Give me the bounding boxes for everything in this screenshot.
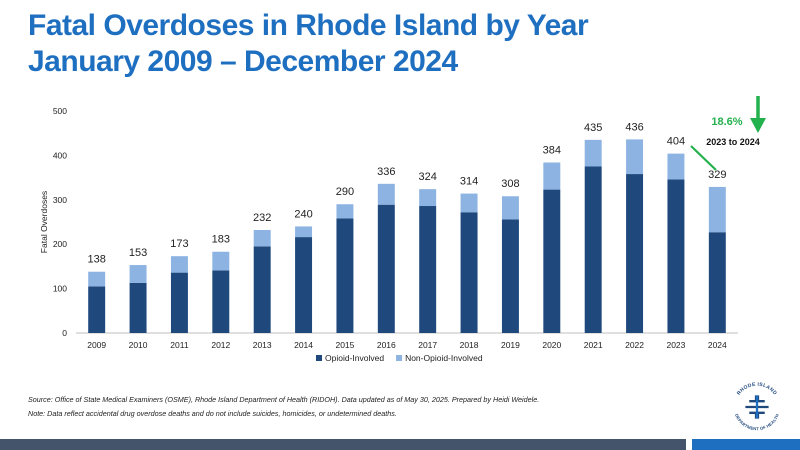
bar-total-label: 290 (336, 186, 354, 198)
y-tick-label: 400 (53, 150, 67, 160)
x-tick-label: 2014 (294, 340, 313, 350)
x-tick-label: 2016 (377, 340, 396, 350)
bar-non-opioid (667, 153, 685, 180)
x-tick-label: 2011 (170, 340, 189, 350)
legend-swatch (316, 355, 322, 361)
bar-non-opioid (377, 183, 395, 205)
bar-non-opioid (708, 186, 726, 233)
y-tick-label: 500 (53, 106, 67, 116)
bar-opioid (460, 212, 478, 333)
bar-total-label: 183 (212, 234, 230, 246)
legend-label: Opioid-Involved (325, 353, 384, 363)
bar-total-label: 324 (419, 171, 437, 183)
bar-total-label: 240 (294, 208, 312, 220)
x-tick-label: 2021 (584, 340, 603, 350)
y-tick-label: 200 (53, 239, 67, 249)
bar-total-label: 153 (129, 247, 147, 259)
bar-non-opioid (460, 193, 478, 213)
bar-non-opioid (584, 139, 602, 167)
logo-top-text: RHODE ISLAND (736, 382, 778, 397)
ridoh-logo: RHODE ISLAND DEPARTMENT OF HEALTH (734, 382, 780, 432)
bar-non-opioid (253, 229, 271, 247)
bar-opioid (543, 189, 561, 333)
x-tick-label: 2019 (501, 340, 520, 350)
x-tick-label: 2017 (418, 340, 437, 350)
legend-label: Non-Opioid-Involved (405, 353, 483, 363)
bar-total-label: 314 (460, 176, 478, 188)
data-note: Note: Data reflect accidental drug overd… (28, 409, 397, 418)
trend-line (690, 145, 717, 171)
bar-non-opioid (295, 226, 313, 238)
bar-opioid (377, 204, 395, 333)
bar-non-opioid (129, 265, 147, 283)
bar-opioid (708, 232, 726, 333)
bar-opioid (88, 286, 106, 333)
title-line-2: January 2009 – December 2024 (28, 45, 458, 78)
footer-bar-dark (0, 439, 686, 450)
bar-opioid (626, 174, 644, 333)
bar-non-opioid (419, 189, 437, 207)
y-tick-label: 300 (53, 195, 67, 205)
bar-opioid (584, 166, 602, 333)
bar-non-opioid (501, 196, 519, 220)
x-tick-label: 2015 (335, 340, 354, 350)
y-axis-label: Fatal Overdoses (39, 191, 49, 253)
bar-opioid (129, 282, 147, 333)
bar-total-label: 436 (625, 121, 643, 133)
bar-total-label: 329 (708, 169, 726, 181)
bar-total-label: 138 (88, 254, 106, 266)
down-arrow-icon (750, 118, 766, 133)
change-period-label: 2023 to 2024 (706, 137, 760, 147)
bar-opioid (170, 272, 188, 333)
chart-title: Fatal Overdoses in Rhode Island by Year … (28, 8, 589, 80)
footer-bar-blue (692, 439, 800, 450)
bar-total-label: 232 (253, 212, 271, 224)
logo-emblem-icon (745, 395, 769, 419)
bar-opioid (419, 206, 437, 333)
bar-non-opioid (212, 251, 230, 271)
title-line-1: Fatal Overdoses in Rhode Island by Year (28, 9, 589, 42)
bar-non-opioid (626, 139, 644, 175)
bar-opioid (667, 179, 685, 333)
footnotes: Source: Office of State Medical Examiner… (28, 393, 668, 421)
bar-non-opioid (336, 204, 354, 219)
bar-non-opioid (543, 162, 561, 190)
bar-total-label: 336 (377, 166, 395, 178)
x-tick-label: 2018 (460, 340, 479, 350)
y-tick-label: 100 (53, 284, 67, 294)
bar-opioid (336, 218, 354, 333)
bar-opioid (212, 270, 230, 333)
change-percent-label: 18.6% (711, 116, 742, 128)
bar-total-label: 384 (543, 145, 561, 157)
x-tick-label: 2010 (129, 340, 148, 350)
x-tick-label: 2012 (211, 340, 230, 350)
bar-non-opioid (170, 256, 188, 273)
bar-total-label: 404 (667, 136, 685, 148)
y-tick-label: 0 (62, 328, 67, 338)
bar-total-label: 308 (501, 178, 519, 190)
bar-opioid (295, 237, 313, 333)
bar-opioid (501, 219, 519, 333)
bar-total-label: 435 (584, 122, 602, 134)
svg-text:RHODE ISLAND: RHODE ISLAND (736, 382, 778, 397)
x-tick-label: 2009 (87, 340, 106, 350)
x-tick-label: 2022 (625, 340, 644, 350)
bar-total-label: 173 (170, 238, 188, 250)
legend-swatch (396, 355, 403, 361)
x-tick-label: 2023 (666, 340, 685, 350)
x-tick-label: 2013 (253, 340, 272, 350)
x-tick-label: 2024 (708, 340, 727, 350)
bar-non-opioid (88, 271, 106, 287)
source-note: Source: Office of State Medical Examiner… (28, 395, 540, 404)
x-tick-label: 2020 (542, 340, 561, 350)
bar-opioid (253, 246, 271, 333)
